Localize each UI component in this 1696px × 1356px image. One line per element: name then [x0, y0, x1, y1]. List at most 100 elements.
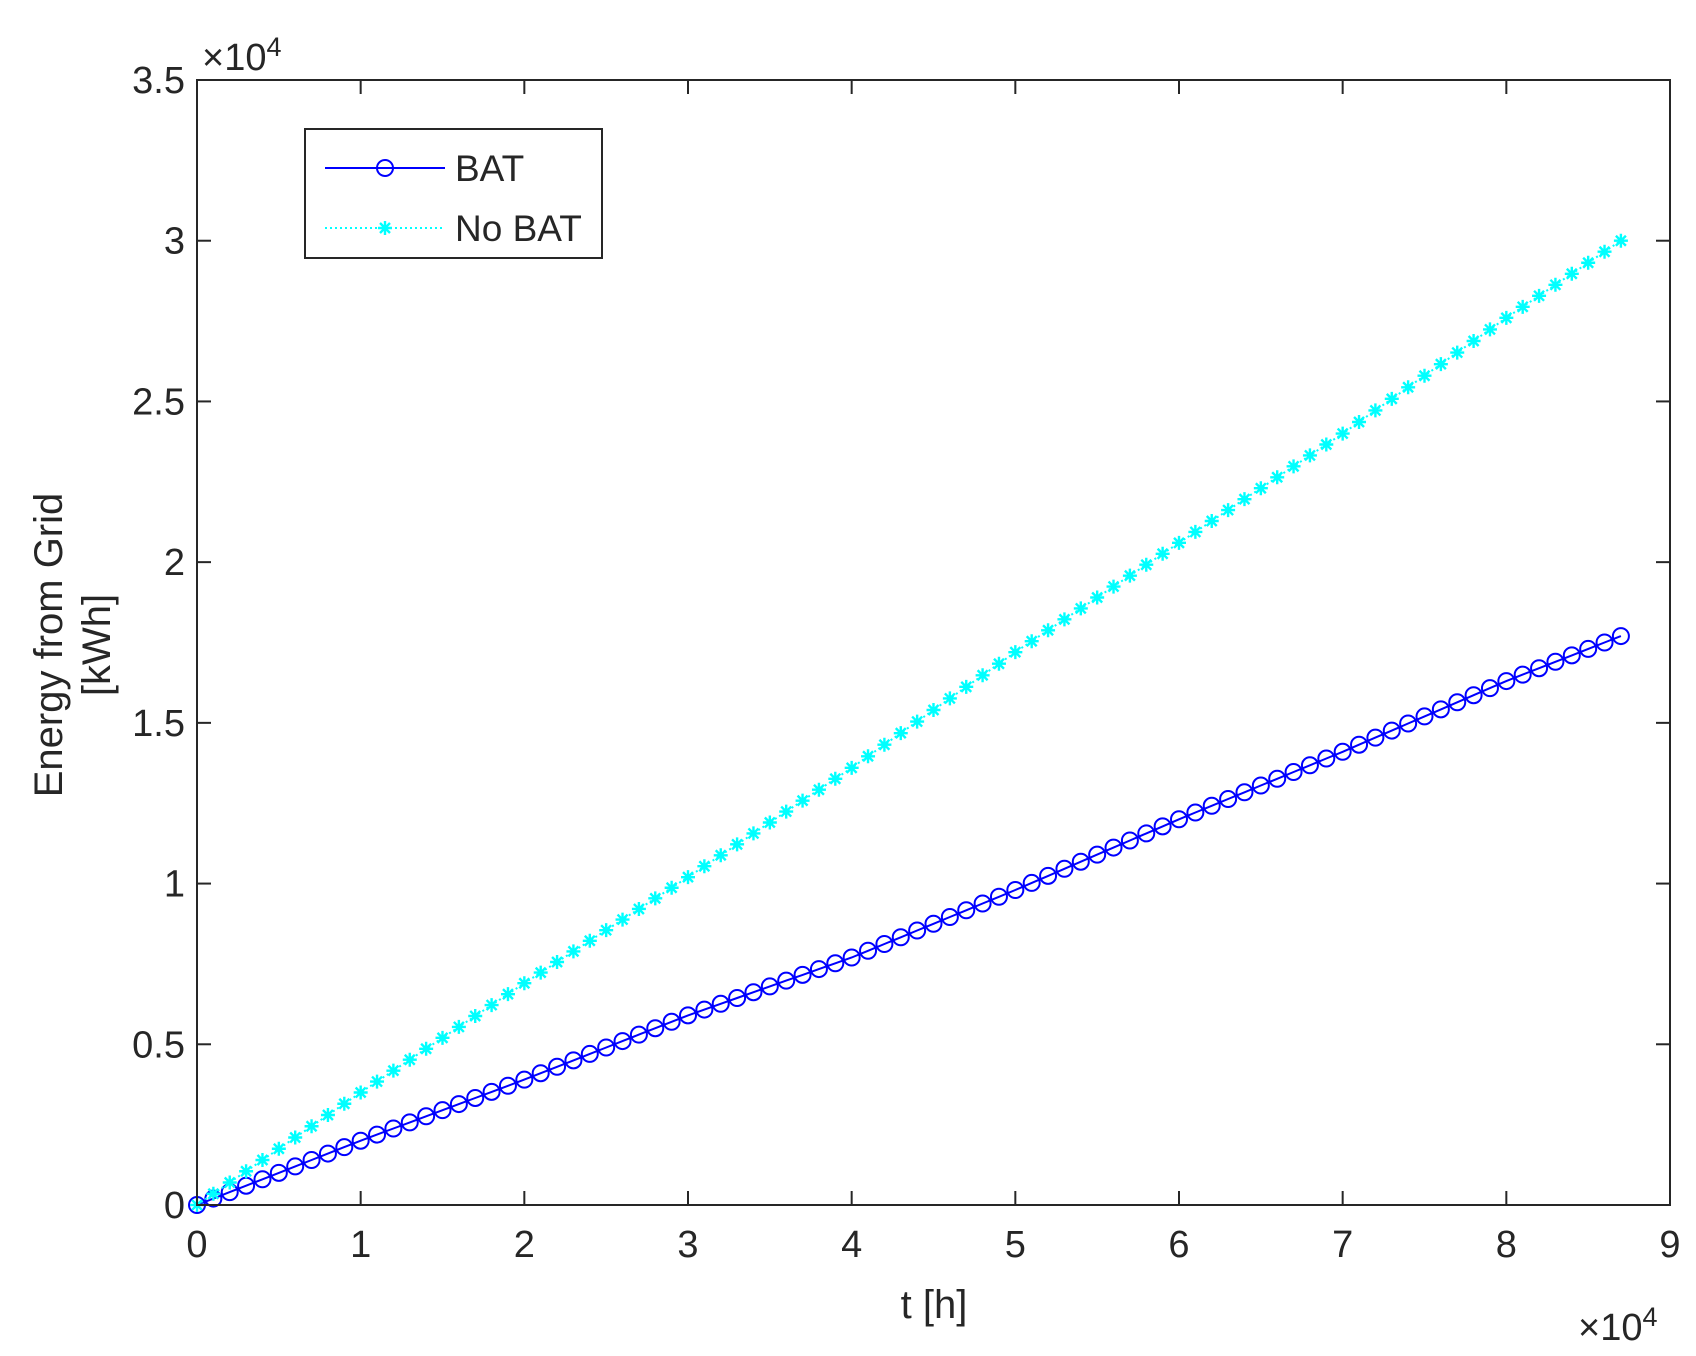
data-point — [1611, 627, 1630, 646]
data-point — [451, 1019, 466, 1034]
data-point — [730, 837, 745, 852]
data-point — [1204, 514, 1219, 528]
data-point — [1071, 852, 1090, 871]
series-line — [196, 239, 1622, 1206]
data-point — [777, 971, 796, 990]
y-tick-label: 0.5 — [132, 1024, 185, 1066]
data-point — [1333, 742, 1352, 761]
data-point — [1006, 881, 1025, 899]
data-point — [1335, 426, 1350, 441]
data-point — [1366, 728, 1385, 747]
data-point — [1284, 763, 1303, 782]
data-point — [368, 1125, 387, 1144]
data-point — [1352, 415, 1367, 429]
y-axis-multiplier: ×104 — [202, 32, 282, 79]
data-point — [1057, 612, 1072, 627]
data-point — [1186, 803, 1205, 822]
data-point — [664, 880, 679, 895]
data-point — [926, 703, 941, 717]
y-tick-label: 2 — [164, 542, 185, 584]
data-point — [859, 941, 878, 960]
data-point — [1448, 693, 1467, 712]
data-point — [648, 891, 663, 906]
data-point — [253, 1170, 272, 1189]
data-point — [1317, 749, 1336, 768]
data-point — [615, 912, 630, 927]
data-point — [1319, 437, 1334, 452]
data-point — [1480, 679, 1499, 698]
data-point — [1350, 735, 1369, 754]
data-point — [844, 760, 859, 775]
data-point — [1530, 659, 1549, 678]
data-point — [1120, 831, 1139, 850]
data-point — [206, 1186, 221, 1201]
data-point — [762, 815, 777, 830]
legend-label-bat: BAT — [455, 148, 524, 189]
data-point — [910, 714, 925, 729]
data-point — [1382, 721, 1401, 740]
data-point — [498, 1076, 517, 1095]
data-point — [580, 1044, 599, 1063]
data-point — [1302, 448, 1317, 463]
data-point — [1237, 492, 1252, 507]
data-point — [826, 954, 845, 973]
data-point — [1497, 672, 1516, 691]
data-point — [760, 977, 779, 996]
data-point — [1251, 776, 1270, 795]
x-axis-label: t [h] — [901, 1283, 968, 1327]
data-point — [337, 1096, 352, 1111]
data-point — [500, 987, 515, 1002]
data-point — [255, 1153, 270, 1167]
data-point — [877, 737, 892, 752]
plot-area — [197, 80, 1670, 1205]
x-tick-label: 0 — [186, 1224, 207, 1266]
data-point — [482, 1082, 501, 1101]
data-point — [1188, 524, 1203, 539]
data-point — [1008, 645, 1023, 660]
data-point — [1581, 255, 1596, 270]
x-tick-label: 1 — [350, 1224, 371, 1266]
data-point — [1595, 633, 1614, 652]
data-point — [1562, 646, 1581, 665]
data-point — [1235, 783, 1254, 802]
data-point — [973, 894, 992, 913]
data-point — [1122, 568, 1137, 583]
x-tick-label: 6 — [1168, 1224, 1189, 1266]
data-point — [959, 679, 974, 694]
legend-swatch-no-bat — [325, 221, 445, 235]
data-point — [908, 921, 927, 940]
data-point — [1041, 623, 1056, 638]
data-point — [828, 771, 843, 786]
data-point — [286, 1157, 305, 1176]
data-point — [1515, 299, 1530, 314]
data-point — [975, 668, 990, 683]
data-point — [302, 1151, 321, 1169]
data-point — [942, 691, 957, 706]
x-tick-label: 8 — [1496, 1224, 1517, 1266]
data-point — [1433, 357, 1448, 372]
data-point — [1482, 322, 1497, 337]
data-point — [566, 944, 581, 959]
data-point — [1613, 233, 1628, 248]
data-point — [1564, 266, 1579, 281]
axes-box — [196, 79, 1671, 1206]
data-point — [531, 1064, 550, 1083]
data-point — [1073, 601, 1088, 616]
data-point — [1431, 700, 1450, 719]
data-point — [1532, 288, 1547, 303]
x-tick-label: 4 — [841, 1224, 862, 1266]
legend-marker — [376, 159, 394, 177]
series-layer — [188, 233, 1630, 1214]
data-point — [564, 1051, 583, 1070]
data-point — [1088, 845, 1107, 864]
data-point — [353, 1085, 368, 1100]
data-point — [484, 998, 499, 1013]
x-tick-label: 5 — [1005, 1224, 1026, 1266]
series-bat — [188, 627, 1630, 1214]
data-point — [631, 901, 646, 916]
legend-box — [304, 128, 603, 259]
data-point — [386, 1063, 401, 1078]
data-point — [1172, 535, 1186, 550]
x-multiplier-exp: 4 — [1642, 1302, 1657, 1332]
